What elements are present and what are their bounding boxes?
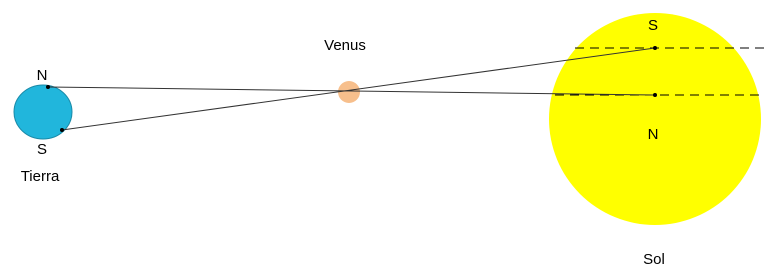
point (653, 46, 657, 50)
point (653, 93, 657, 97)
diagram: N S Tierra Venus S N Sol (0, 0, 765, 269)
sun-label: Sol (643, 251, 665, 268)
sun (549, 13, 761, 225)
venus-label: Venus (324, 37, 366, 54)
point (60, 128, 64, 132)
earth-label: Tierra (21, 168, 60, 185)
sun-south-label: S (648, 17, 658, 34)
venus (338, 81, 360, 103)
earth-north-label: N (37, 67, 48, 84)
earth-south-label: S (37, 141, 47, 158)
point (46, 85, 50, 89)
sun-north-label: N (648, 126, 659, 143)
